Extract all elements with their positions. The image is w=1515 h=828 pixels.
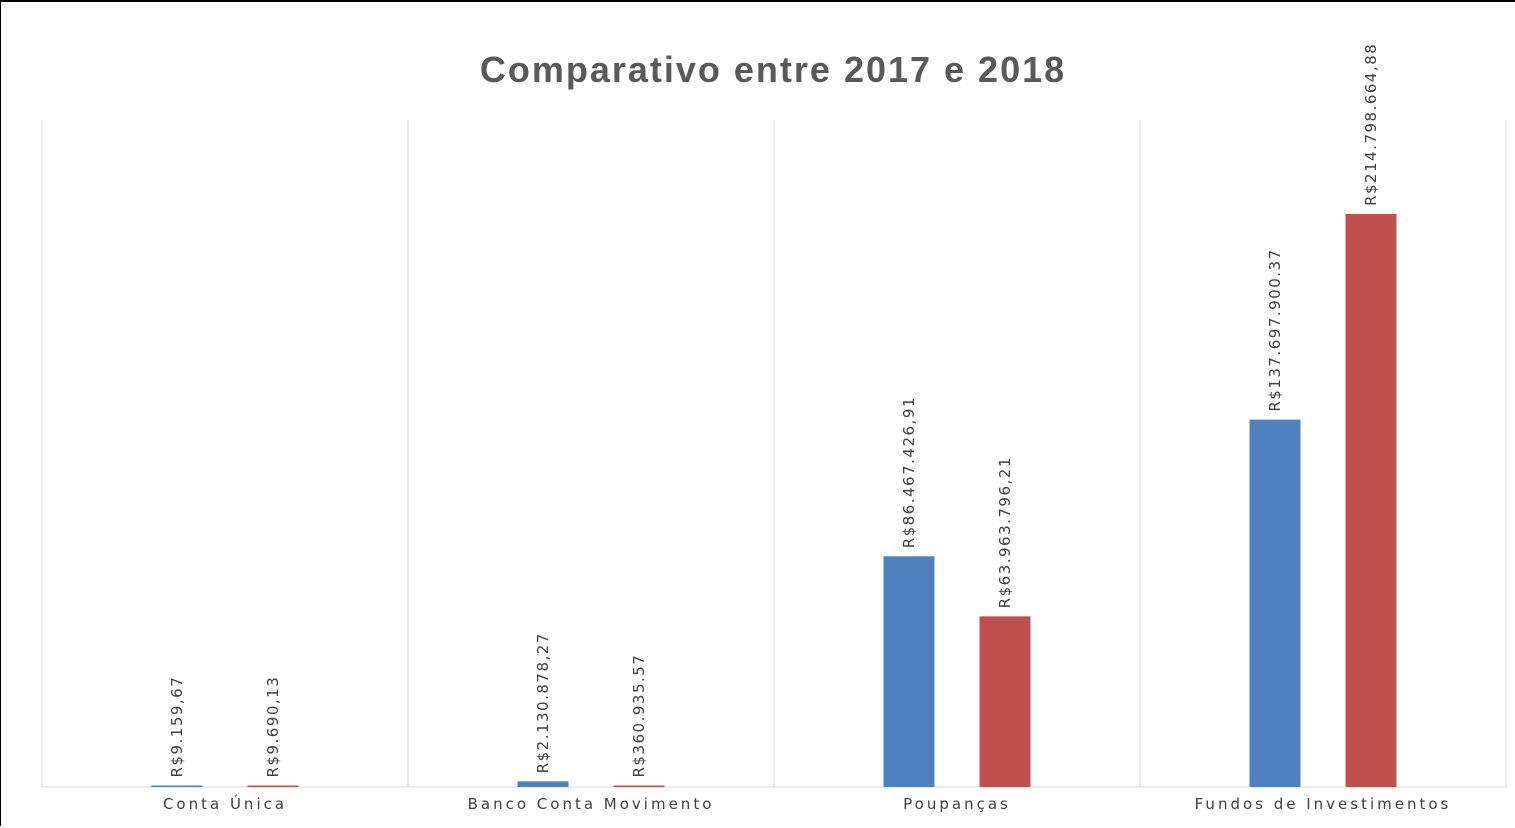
data-label: R$63.963.796,21 — [996, 456, 1014, 608]
bar — [979, 616, 1031, 787]
data-label: R$9.159,67 — [168, 676, 186, 778]
bar — [1345, 213, 1397, 787]
category-label: Conta Única — [163, 794, 287, 813]
data-label: R$9.690,13 — [264, 676, 282, 778]
bars — [151, 213, 1397, 787]
bar — [517, 781, 569, 787]
data-label: R$2.130.878,27 — [534, 632, 552, 773]
data-label: R$360.935.57 — [630, 654, 648, 778]
data-label: R$214.798.664,88 — [1362, 43, 1380, 206]
bar — [151, 785, 203, 787]
bar — [247, 785, 299, 787]
category-label: Fundos de Investimentos — [1195, 795, 1452, 813]
category-labels: Conta Única Banco Conta Movimento Poupança… — [163, 794, 1452, 813]
category-label: Poupanças — [903, 795, 1011, 813]
bar — [1249, 419, 1301, 787]
data-label: R$86.467.426,91 — [900, 396, 918, 548]
chart-title: Comparativo entre 2017 e 2018 — [480, 49, 1066, 90]
data-labels: R$9.159,67 R$9.690,13 R$2.130.878,27 R$360.… — [168, 43, 1380, 778]
category-label: Banco Conta Movimento — [468, 795, 715, 813]
bar — [613, 785, 665, 787]
data-label: R$137.697.900.37 — [1266, 248, 1284, 411]
bar — [883, 556, 935, 787]
